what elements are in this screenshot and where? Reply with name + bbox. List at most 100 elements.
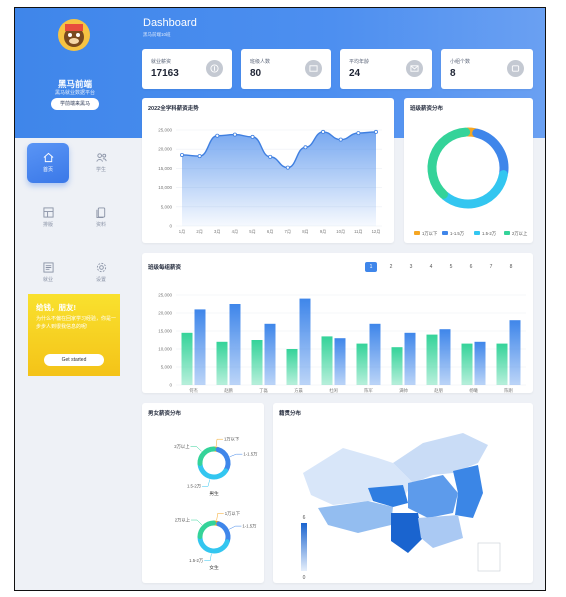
- donut-slice[interactable]: [440, 170, 508, 209]
- data-point[interactable]: [180, 152, 185, 157]
- stat-card-class-size: 班级人数 80: [241, 49, 331, 89]
- bar[interactable]: [356, 343, 368, 385]
- page-button-8[interactable]: 8: [509, 264, 513, 270]
- slice-label: 1-1.5万: [242, 524, 257, 530]
- stat-card-salary: 就业薪资 17163: [142, 49, 232, 89]
- data-point[interactable]: [268, 154, 273, 159]
- donut-slice[interactable]: [197, 446, 217, 466]
- donut-slice[interactable]: [427, 127, 471, 199]
- promo-text: 为什么不偏在回家学习经验，你是一步步人到很我信息的呢!: [36, 316, 117, 330]
- salary-trend-chart: 0 5,000 10,000 15,000 20,000 25,000 1月 2月 3月 4月 5月…: [158, 128, 382, 235]
- bar[interactable]: [474, 341, 486, 385]
- donut-slice[interactable]: [197, 520, 217, 540]
- nav-label: 排版: [42, 222, 53, 228]
- data-point[interactable]: [373, 129, 378, 134]
- stat-card-age: 平均年龄 24: [340, 49, 432, 89]
- page-button-7[interactable]: 7: [489, 264, 493, 270]
- x-tick-label: 2月: [196, 229, 203, 235]
- bar[interactable]: [181, 332, 193, 385]
- bar[interactable]: [321, 336, 333, 385]
- bar[interactable]: [391, 347, 403, 385]
- stat-label: 班级人数: [250, 59, 271, 65]
- bar[interactable]: [369, 323, 381, 385]
- bar[interactable]: [461, 343, 473, 385]
- data-point[interactable]: [215, 133, 220, 138]
- donut-slice[interactable]: [216, 521, 231, 544]
- data-point[interactable]: [285, 165, 290, 170]
- salary-distribution-card: 班级薪资分布 1万以下 1-1.5万 1.5-2万 2万以上: [404, 98, 533, 243]
- bar[interactable]: [404, 332, 416, 385]
- nav-item-employment[interactable]: 就业: [27, 253, 69, 293]
- gender-salary-chart: 1万以下1-1.5万1.5-2万2万以上男生1万以下1-1.5万1.5-2万2万…: [174, 437, 258, 571]
- china-map[interactable]: 6 0: [273, 403, 533, 583]
- data-point[interactable]: [338, 137, 343, 142]
- x-tick-label: 1月: [179, 229, 186, 235]
- map-region-south: [418, 515, 463, 548]
- data-point[interactable]: [197, 154, 202, 159]
- hometown-map-card: 籍贯分布 6 0: [273, 403, 533, 583]
- page-title: Dashboard: [143, 17, 197, 29]
- nav-label: 设置: [95, 277, 106, 283]
- x-tick-label: 8月: [302, 229, 309, 235]
- get-started-button[interactable]: Get started: [44, 354, 104, 366]
- data-point[interactable]: [321, 129, 326, 134]
- nav-item-settings[interactable]: 设置: [80, 253, 122, 293]
- data-point[interactable]: [250, 134, 255, 139]
- page-button-4[interactable]: 4: [429, 264, 433, 270]
- bar[interactable]: [509, 320, 521, 385]
- x-tick-label: 陈军: [364, 387, 373, 393]
- bar[interactable]: [216, 341, 228, 385]
- page-button-1[interactable]: 1: [365, 262, 377, 272]
- legend-label: 1-1.5万: [450, 231, 465, 237]
- legend-label: 1.5-2万: [482, 231, 497, 237]
- data-point[interactable]: [232, 132, 237, 137]
- donut-slice[interactable]: [472, 128, 509, 177]
- data-point[interactable]: [303, 145, 308, 150]
- bar[interactable]: [496, 343, 508, 385]
- bar[interactable]: [426, 334, 438, 385]
- label-leader: [216, 513, 224, 521]
- map-region-north: [393, 433, 488, 483]
- donut-slice[interactable]: [215, 447, 231, 473]
- page-button-3[interactable]: 3: [409, 264, 413, 270]
- mail-icon: [406, 60, 423, 77]
- x-tick-label: 3月: [214, 229, 221, 235]
- donut-slice[interactable]: [197, 534, 230, 554]
- donut-caption: 女生: [209, 564, 219, 571]
- bar[interactable]: [194, 309, 206, 385]
- nav-item-documents[interactable]: 资料: [80, 198, 122, 238]
- y-tick-label: 10,000: [158, 185, 172, 190]
- y-tick-label: 25,000: [158, 293, 172, 298]
- slice-label: 2万以上: [174, 443, 190, 450]
- nav-item-layout[interactable]: 排版: [27, 198, 69, 238]
- bar[interactable]: [334, 338, 346, 385]
- bar[interactable]: [264, 323, 276, 385]
- bar[interactable]: [286, 349, 298, 385]
- data-point[interactable]: [356, 131, 361, 136]
- newspaper-icon: [42, 262, 54, 273]
- bar[interactable]: [439, 329, 451, 385]
- south-sea-inset: [477, 542, 501, 572]
- slice-label: 1-1.5万: [243, 452, 258, 458]
- slice-label: 1万以下: [225, 511, 241, 517]
- bar[interactable]: [229, 304, 241, 385]
- stat-card-groups: 小组个数 8: [441, 49, 533, 89]
- stat-value: 24: [349, 68, 361, 79]
- gender-salary-card: 男女薪资分布 1万以下 1-1.5万 1.5-2万 2万以上 男生 1万以下 1-1.5万 1…: [142, 403, 264, 583]
- page-button-5[interactable]: 5: [449, 264, 453, 270]
- card-title: 籍贯分布: [279, 411, 302, 417]
- nav-item-home[interactable]: 首页: [27, 143, 69, 183]
- x-tick-label: 7月: [285, 229, 292, 235]
- donut-slice[interactable]: [197, 461, 229, 480]
- study-button[interactable]: 学前端来黑马: [51, 98, 99, 110]
- nav-item-students[interactable]: 学生: [80, 143, 122, 183]
- page-button-2[interactable]: 2: [389, 264, 393, 270]
- nav-label: 学生: [95, 167, 106, 173]
- x-tick-label: 赵鹏: [224, 387, 233, 393]
- page-button-6[interactable]: 6: [469, 264, 473, 270]
- bar[interactable]: [299, 298, 311, 385]
- x-tick-label: 赵朋: [434, 387, 443, 393]
- app-frame: 黑马前端 黑马就业数据平台 学前端来黑马 首页 学生 排版 资料: [14, 7, 546, 591]
- bar[interactable]: [251, 340, 263, 385]
- map-legend-min: 0: [303, 575, 306, 581]
